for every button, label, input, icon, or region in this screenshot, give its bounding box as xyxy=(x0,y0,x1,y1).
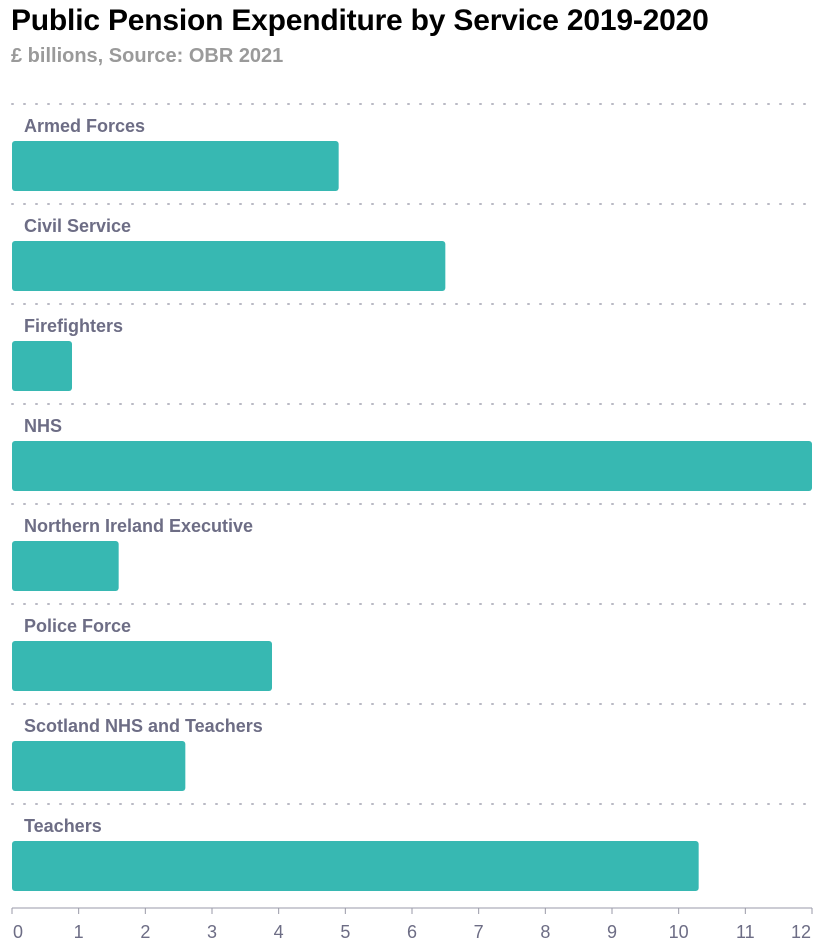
bar-civil-service xyxy=(12,241,446,291)
x-tick-label: 5 xyxy=(340,922,350,942)
category-label: Northern Ireland Executive xyxy=(24,516,253,536)
category-labels: Armed Forces Civil Service Firefighters NHS… xyxy=(24,116,263,836)
x-tick-label: 0 xyxy=(13,922,23,942)
x-tick-label: 7 xyxy=(474,922,484,942)
bars xyxy=(12,141,812,891)
x-tick-label: 3 xyxy=(207,922,217,942)
category-label: Teachers xyxy=(24,816,102,836)
bar-firefighters xyxy=(12,341,72,391)
category-label: Firefighters xyxy=(24,316,123,336)
bar-nhs xyxy=(12,441,812,491)
bar-teachers xyxy=(12,841,699,891)
category-label: NHS xyxy=(24,416,62,436)
x-tick-label: 4 xyxy=(274,922,284,942)
x-tick-label: 9 xyxy=(607,922,617,942)
x-axis: 0 1 2 3 4 5 6 7 8 9 10 11 12 xyxy=(11,907,813,942)
x-tick-label: 11 xyxy=(736,922,755,942)
bar-northern-ireland-executive xyxy=(12,541,119,591)
x-tick-label: 1 xyxy=(74,922,84,942)
x-tick-label: 2 xyxy=(140,922,150,942)
x-tick-label: 12 xyxy=(791,922,811,942)
chart-title: Public Pension Expenditure by Service 20… xyxy=(11,4,709,37)
x-tick-label: 6 xyxy=(407,922,417,942)
bar-scotland-nhs-and-teachers xyxy=(12,741,186,791)
x-tick-label: 10 xyxy=(669,922,689,942)
bar-police-force xyxy=(12,641,272,691)
chart-subtitle: £ billions, Source: OBR 2021 xyxy=(11,45,284,67)
category-label: Scotland NHS and Teachers xyxy=(24,716,263,736)
grid-lines xyxy=(11,103,813,805)
bar-armed-forces xyxy=(12,141,339,191)
x-tick-label: 8 xyxy=(540,922,550,942)
category-label: Armed Forces xyxy=(24,116,145,136)
category-label: Civil Service xyxy=(24,216,131,236)
category-label: Police Force xyxy=(24,616,131,636)
